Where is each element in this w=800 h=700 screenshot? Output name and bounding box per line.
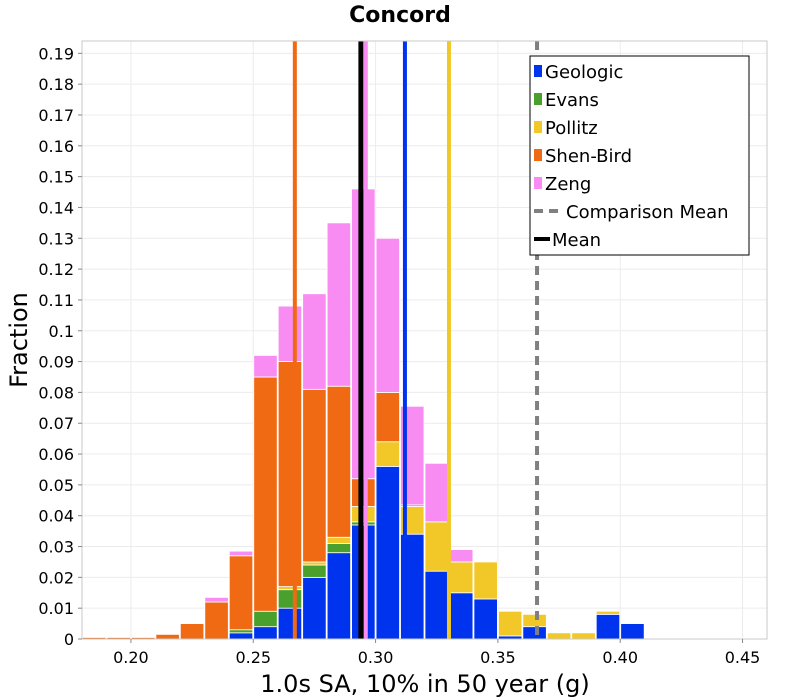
y-tick-label: 0.07 (38, 414, 74, 433)
bar-pollitz (473, 561, 498, 600)
y-tick-label: 0.18 (38, 75, 74, 94)
y-axis-label: Fraction (5, 292, 33, 388)
bar-geologic (302, 576, 327, 640)
legend-swatch-evans (534, 93, 542, 105)
bar-zeng (228, 550, 254, 557)
x-tick-label: 0.30 (358, 648, 394, 667)
bar-geologic (228, 632, 254, 640)
bar-pollitz (546, 632, 572, 640)
y-tick-label: 0.02 (38, 568, 74, 587)
bar-evans (302, 564, 327, 578)
legend: Geologic Evans Pollitz Shen-Bird Zeng Compari… (529, 55, 750, 256)
legend-swatch-geologic (534, 65, 542, 77)
bar-pollitz (449, 561, 474, 594)
y-tick-label: 0.04 (38, 507, 74, 526)
legend-label-mean: Mean (552, 230, 601, 251)
bar-shen-bird (179, 623, 205, 640)
bar-geologic (449, 592, 474, 640)
bar-geologic (473, 598, 498, 640)
bar-evans (326, 543, 352, 554)
bar-geologic (522, 626, 547, 640)
bar-pollitz (522, 613, 547, 628)
x-tick-label: 0.45 (725, 648, 761, 667)
y-tick-label: 0.01 (38, 599, 74, 618)
bar-pollitz (375, 441, 400, 467)
bar-geologic (253, 626, 278, 640)
y-tick-label: 0.19 (38, 44, 74, 63)
bar-shen-bird (326, 385, 352, 538)
bar-geologic (326, 552, 352, 640)
bar-shen-bird (204, 601, 229, 640)
legend-swatch-shen-bird (534, 149, 542, 161)
x-axis-ticks: 0.20 0.25 0.30 0.35 0.40 0.45 (113, 639, 760, 667)
bar-pollitz (424, 521, 449, 572)
legend-box (529, 55, 750, 256)
bars (82, 188, 645, 640)
bar-zeng (424, 462, 449, 523)
legend-swatch-zeng (534, 177, 542, 189)
bar-zeng (204, 596, 229, 603)
vertical-lines (292, 41, 540, 639)
bar-zeng (326, 222, 352, 387)
bar-zeng (277, 305, 303, 362)
x-axis-label: 1.0s SA, 10% in 50 year (g) (260, 670, 589, 698)
bar-zeng (302, 293, 327, 390)
y-tick-label: 0.15 (38, 168, 74, 187)
y-tick-label: 0.12 (38, 260, 74, 279)
legend-label-comparison-mean: Comparison Mean (566, 202, 729, 223)
bar-pollitz (326, 536, 352, 544)
bar-zeng (253, 355, 278, 378)
y-axis-ticks: 0 0.01 0.02 0.03 0.04 0.05 0.06 0.07 0.08 0.09 0.1… (38, 44, 82, 649)
x-tick-label: 0.40 (602, 648, 638, 667)
bar-pollitz (595, 610, 621, 615)
bar-shen-bird (302, 388, 327, 563)
legend-label-evans: Evans (545, 90, 599, 111)
bar-shen-bird (228, 555, 254, 631)
bar-pollitz (277, 586, 303, 591)
chart-title: Concord (349, 3, 451, 28)
y-tick-label: 0.08 (38, 383, 74, 402)
bar-geologic (375, 465, 400, 640)
legend-label-zeng: Zeng (545, 174, 591, 195)
y-tick-label: 0.17 (38, 106, 74, 125)
x-tick-label: 0.25 (235, 648, 271, 667)
y-tick-label: 0 (64, 630, 74, 649)
bar-pollitz (571, 632, 596, 640)
legend-label-geologic: Geologic (545, 62, 623, 83)
bar-evans (277, 589, 303, 609)
bar-geologic (424, 570, 449, 640)
bar-geologic (277, 607, 303, 640)
y-tick-label: 0.09 (38, 353, 74, 372)
y-tick-label: 0.1 (49, 322, 74, 341)
y-tick-label: 0.14 (38, 198, 74, 217)
y-tick-label: 0.03 (38, 538, 74, 557)
bar-evans (228, 629, 254, 634)
bar-shen-bird (155, 633, 180, 640)
bar-pollitz (302, 561, 327, 566)
legend-swatch-pollitz (534, 121, 542, 133)
legend-label-pollitz: Pollitz (545, 118, 598, 139)
y-tick-label: 0.06 (38, 445, 74, 464)
plot-frame (81, 40, 768, 640)
bar-pollitz (497, 610, 523, 637)
bar-zeng (449, 549, 474, 563)
y-tick-label: 0.16 (38, 137, 74, 156)
bar-geologic (595, 613, 621, 640)
x-tick-label: 0.35 (480, 648, 516, 667)
bar-shen-bird (253, 376, 278, 612)
legend-label-shen-bird: Shen-Bird (545, 146, 632, 167)
bar-geologic (620, 623, 645, 640)
bar-shen-bird (277, 361, 303, 587)
y-tick-label: 0.11 (38, 291, 74, 310)
bar-zeng (375, 237, 400, 393)
y-tick-label: 0.13 (38, 229, 74, 248)
bar-shen-bird (375, 392, 400, 443)
y-tick-label: 0.05 (38, 476, 74, 495)
x-tick-label: 0.20 (113, 648, 149, 667)
bar-evans (253, 610, 278, 628)
